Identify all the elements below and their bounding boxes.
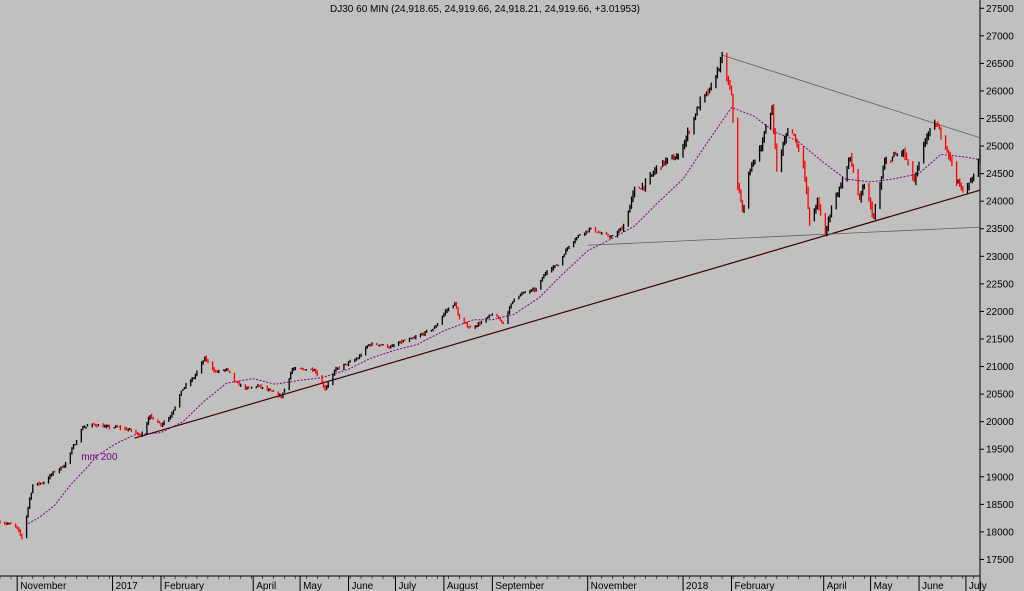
y-tick-label: 21000 (986, 362, 1014, 373)
y-tick-label: 23500 (986, 224, 1014, 235)
x-tick-label: May (874, 581, 893, 591)
x-tick-label: 2018 (686, 581, 709, 591)
y-tick-label: 27500 (986, 4, 1014, 15)
y-tick-label: 27000 (986, 31, 1014, 42)
y-tick-label: 19500 (986, 445, 1014, 456)
y-tick-label: 18000 (986, 527, 1014, 538)
y-tick-label: 19000 (986, 472, 1014, 483)
y-tick-label: 24500 (986, 169, 1014, 180)
x-tick-label: April (827, 581, 847, 591)
y-tick-label: 25500 (986, 114, 1014, 125)
x-tick-label: May (303, 581, 322, 591)
chart-title: DJ30 60 MIN (24,918.65, 24,919.66, 24,91… (330, 4, 640, 15)
x-tick-label: September (495, 581, 545, 591)
x-tick-label: July (969, 581, 987, 591)
trendline-horizontal (587, 226, 981, 246)
y-tick-label: 17500 (986, 555, 1014, 566)
y-tick-label: 22500 (986, 279, 1014, 290)
y-tick-label: 25000 (986, 142, 1014, 153)
y-tick-label: 18500 (986, 500, 1014, 511)
trendline-support (134, 189, 981, 439)
y-tick-label: 20000 (986, 417, 1014, 428)
x-tick-label: November (20, 581, 67, 591)
y-tick-label: 22000 (986, 307, 1014, 318)
x-tick-label: July (398, 581, 416, 591)
x-tick-label: November (591, 581, 638, 591)
y-tick-label: 23000 (986, 252, 1014, 263)
trendline-resistance (721, 54, 981, 139)
x-tick-label: February (734, 581, 774, 591)
y-tick-label: 21500 (986, 334, 1014, 345)
y-tick-label: 24000 (986, 197, 1014, 208)
x-tick-label: August (447, 581, 478, 591)
x-tick-label: April (256, 581, 276, 591)
y-tick-label: 20500 (986, 390, 1014, 401)
x-tick-label: June (352, 581, 374, 591)
annotation-label: mm 200 (81, 452, 118, 463)
x-tick-label: 2017 (116, 581, 139, 591)
x-tick-label: February (164, 581, 204, 591)
y-tick-label: 26500 (986, 59, 1014, 70)
y-tick-label: 26000 (986, 86, 1014, 97)
x-tick-label: June (922, 581, 944, 591)
